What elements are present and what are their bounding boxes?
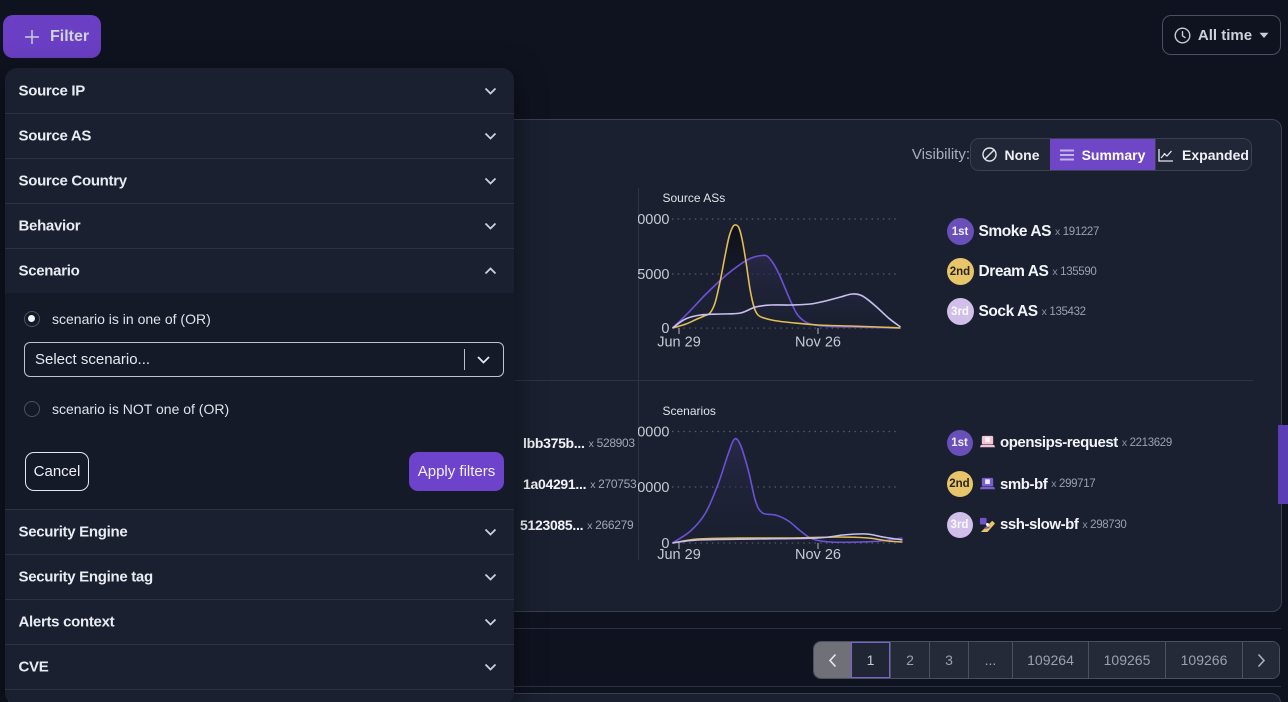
svg-text:Jun 29: Jun 29 <box>657 335 701 351</box>
svg-text:Source ASs: Source ASs <box>663 191 726 205</box>
svg-text:Scenarios: Scenarios <box>663 404 716 418</box>
svg-text:Nov 26: Nov 26 <box>795 547 841 563</box>
svg-text:0: 0 <box>661 321 669 337</box>
svg-text:Nov 26: Nov 26 <box>795 335 841 351</box>
svg-text:1000000: 1000000 <box>638 480 670 496</box>
svg-text:Jun 29: Jun 29 <box>657 547 701 563</box>
svg-text:75000: 75000 <box>638 267 670 283</box>
svg-text:150000: 150000 <box>638 212 670 228</box>
svg-text:0: 0 <box>661 536 669 552</box>
svg-text:2000000: 2000000 <box>638 425 670 441</box>
